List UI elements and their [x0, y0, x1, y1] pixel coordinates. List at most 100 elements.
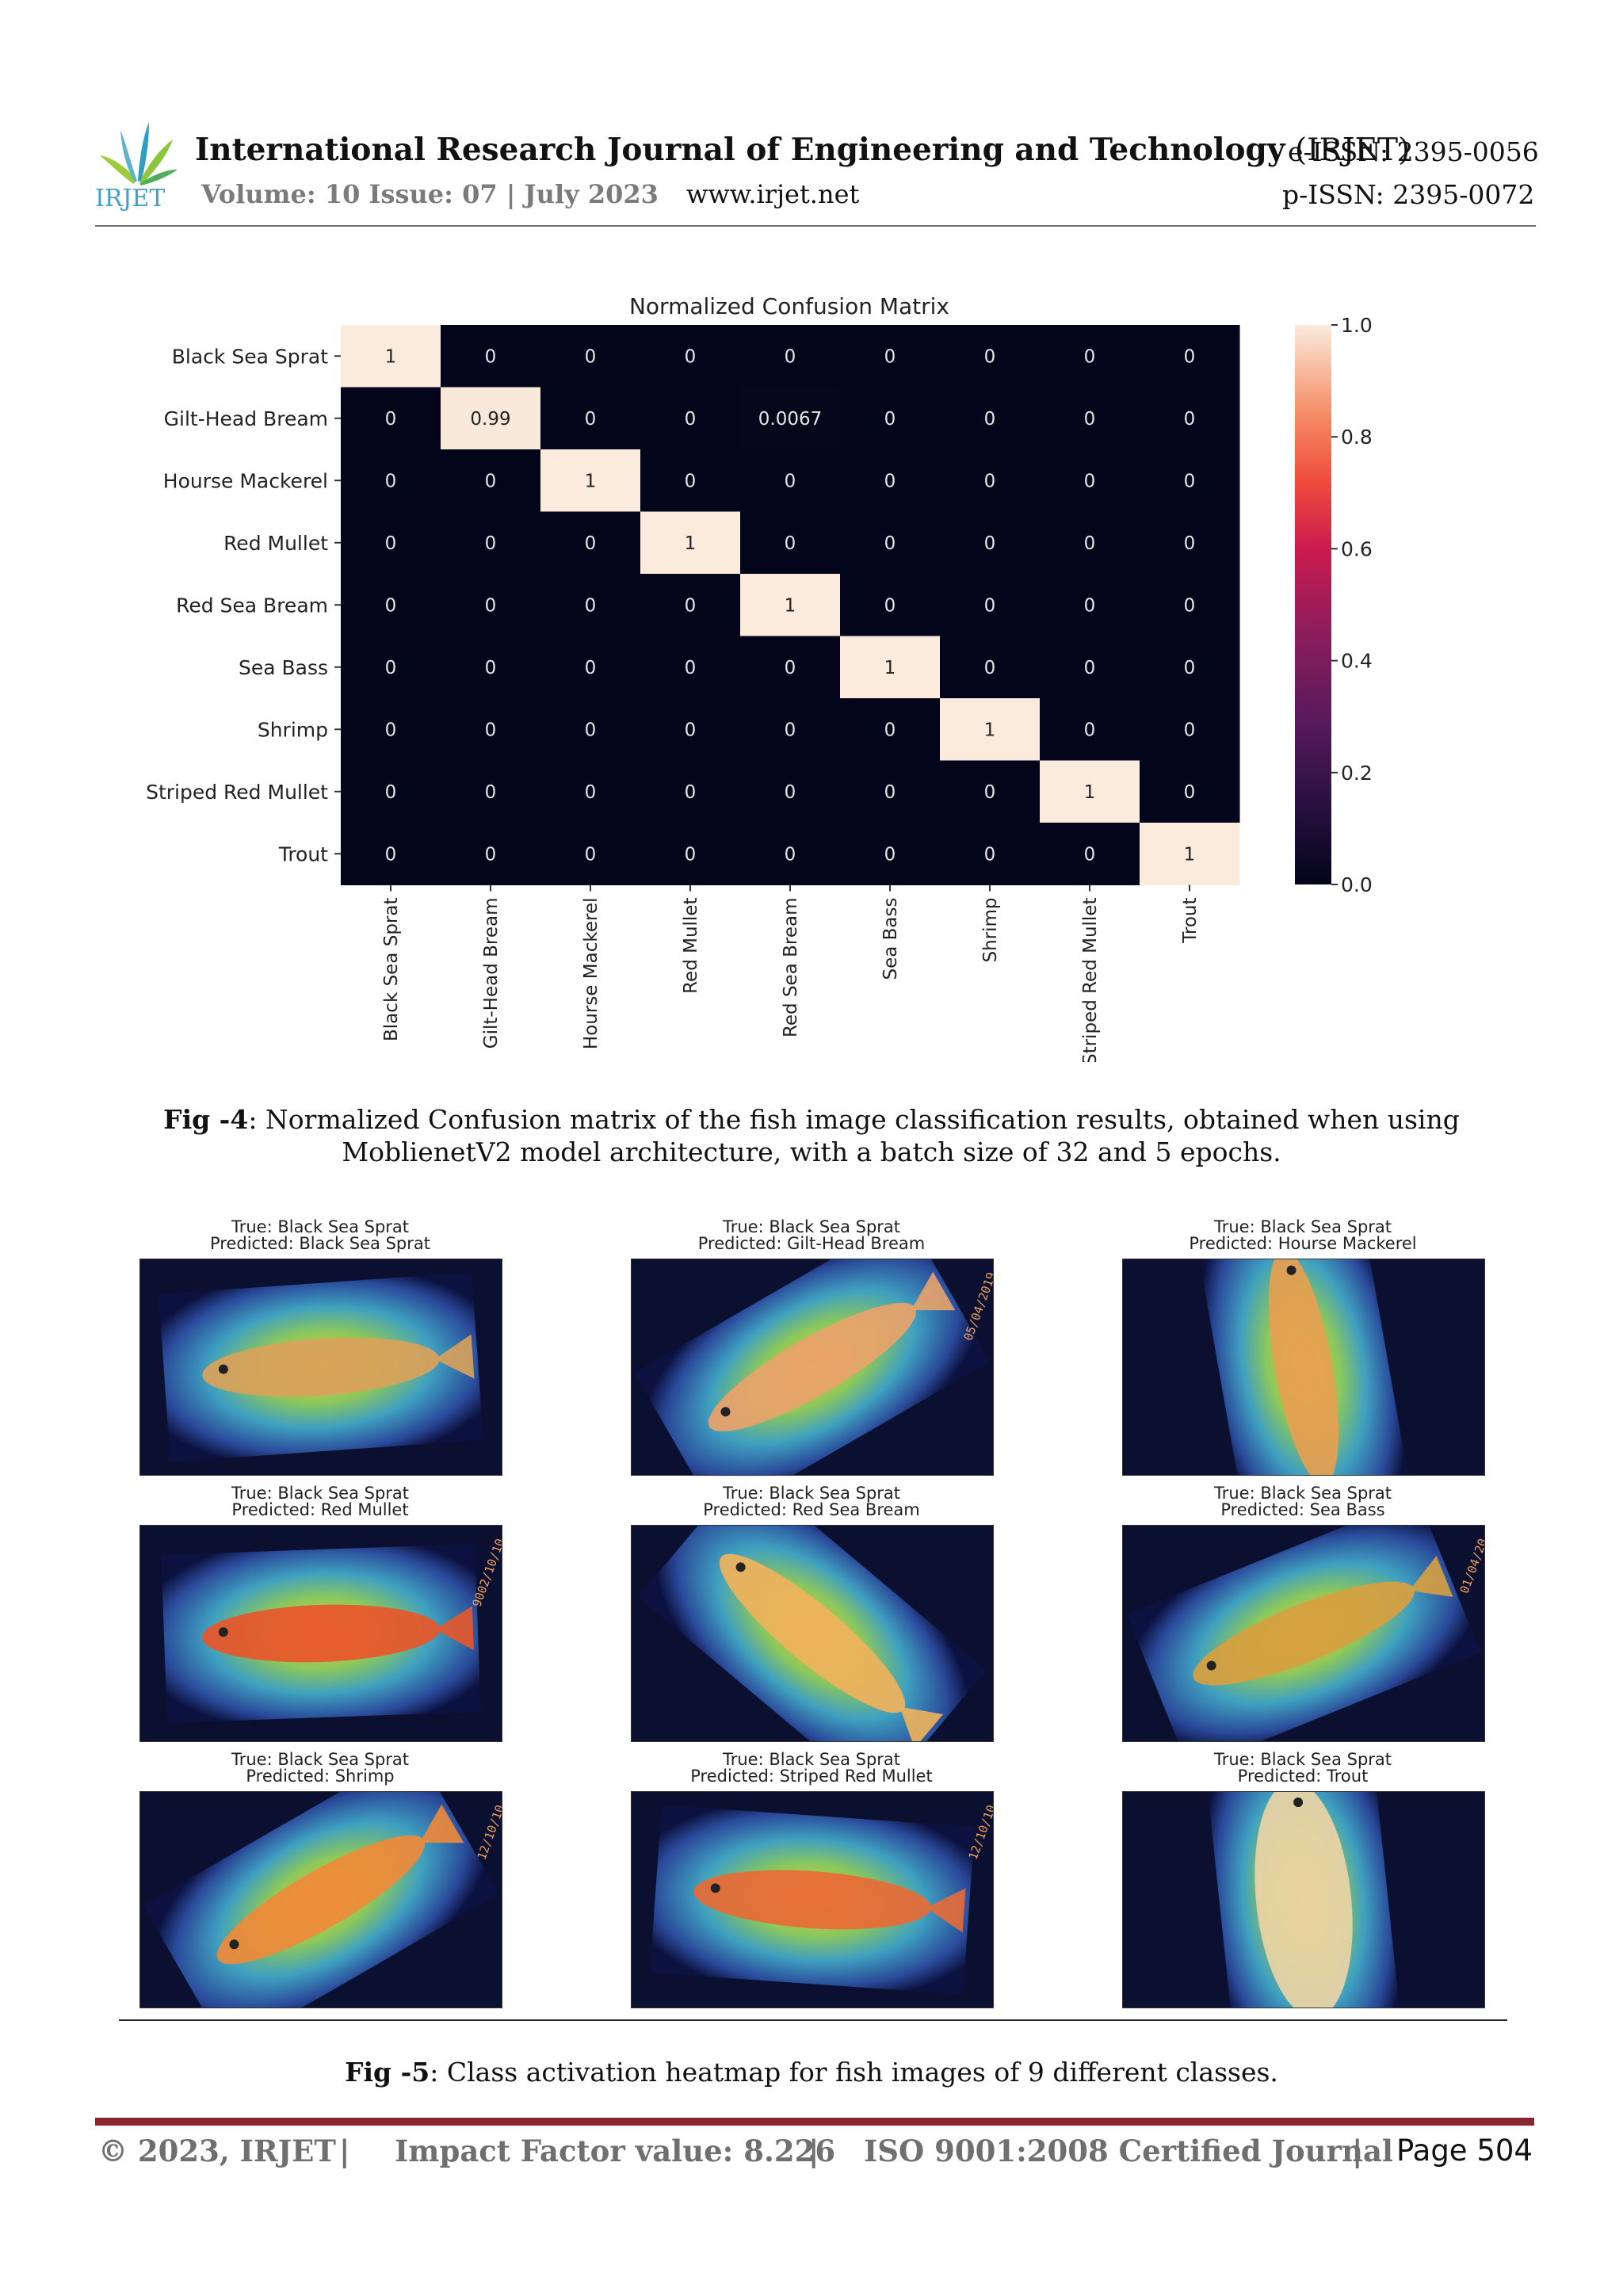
cell-value-label: 0: [385, 782, 397, 803]
page-footer: © 2023, IRJET | Impact Factor value: 8.2…: [98, 2134, 1533, 2173]
y-tick-label: Gilt-Head Bream: [164, 407, 328, 430]
matrix-cell: [441, 511, 541, 575]
matrix-cell: [940, 449, 1041, 512]
matrix-cell: [640, 449, 741, 512]
cell-value-label: 0: [1084, 720, 1096, 740]
cell-value-label: 1: [785, 595, 796, 616]
x-tick-label: Red Mullet: [681, 898, 701, 994]
matrix-cell: [840, 574, 941, 636]
footer-impact-factor: Impact Factor value: 8.226: [395, 2134, 836, 2168]
cell-value-label: 0: [785, 782, 796, 803]
matrix-cell: [341, 449, 441, 512]
matrix-cell: [640, 574, 741, 636]
cell-value-label: 0: [385, 720, 397, 740]
heatmap-image-frame: [1122, 1791, 1485, 2008]
matrix-cell: [840, 636, 941, 699]
figure-rule: [119, 2019, 1507, 2021]
matrix-cell: [441, 823, 541, 885]
cell-value-label: 0: [1184, 782, 1196, 803]
matrix-cell: [341, 823, 441, 885]
predicted-label: Predicted: Trout: [1237, 1767, 1369, 1786]
colorbar-tick-label: 0.0: [1341, 873, 1373, 896]
matrix-cell: [640, 387, 741, 450]
matrix-cell: [1040, 574, 1140, 636]
matrix-cell: [640, 760, 741, 823]
cell-value-label: 0: [1084, 844, 1096, 865]
page-label: Page: [1396, 2134, 1468, 2168]
matrix-cell: [640, 636, 741, 699]
colorbar: [1295, 325, 1331, 884]
matrix-cell: [940, 325, 1041, 388]
header-rule: [95, 225, 1536, 227]
matrix-cell: [1040, 325, 1140, 388]
footer-separator: |: [1352, 2134, 1363, 2168]
matrix-cell: [640, 823, 741, 885]
matrix-cell: [740, 387, 841, 450]
matrix-cell: [740, 574, 841, 636]
matrix-cell: [1140, 823, 1240, 885]
cell-value-label: 0: [1084, 346, 1096, 367]
heatmap-image-frame: 12/10/10: [631, 1791, 994, 2008]
cell-value-label: 0: [485, 720, 497, 740]
matrix-cell: [1140, 698, 1240, 761]
true-label: True: Black Sea Sprat: [722, 1750, 901, 1769]
matrix-cell: [640, 511, 741, 575]
cell-value-label: 0: [984, 595, 996, 616]
heatmap-panel: True: Black Sea Sprat Predicted: Shrimp 12…: [119, 1744, 610, 2013]
cell-value-label: 0: [385, 658, 397, 678]
matrix-cell: [540, 760, 641, 823]
heatmap-image-frame: [631, 1525, 994, 1742]
activation-heatmap-image: [140, 1526, 502, 1741]
x-tick-label: Red Sea Bream: [781, 898, 801, 1038]
cell-value-label: 1: [685, 533, 697, 554]
heatmap-image-frame: [1122, 1259, 1485, 1476]
matrix-cell: [341, 511, 441, 575]
cell-value-label: 0: [685, 471, 697, 491]
journal-website: www.irjet.net: [686, 179, 860, 209]
matrix-cell: [740, 449, 841, 512]
cell-value-label: 0: [585, 346, 597, 367]
page-number: 504: [1476, 2134, 1533, 2168]
matrix-cell: [740, 823, 841, 885]
cell-value-label: 0: [884, 346, 896, 367]
cell-value-label: 0: [585, 409, 597, 430]
confusion-matrix-figure: Normalized Confusion Matrix 1 0 0 0 0 0 0 0 0 0 0.…: [127, 269, 1395, 1065]
x-tick-label: Striped Red Mullet: [1080, 898, 1101, 1063]
cell-value-label: 0: [884, 409, 896, 430]
matrix-cell: [640, 698, 741, 761]
cell-value-label: 0: [884, 844, 896, 865]
cell-value-label: 0: [485, 844, 497, 865]
matrix-cell: [1140, 325, 1240, 388]
true-label: True: Black Sea Sprat: [231, 1217, 410, 1236]
heatmap-panel: True: Black Sea Sprat Predicted: Red Sea …: [610, 1477, 1102, 1747]
cell-value-label: 0: [1184, 471, 1196, 491]
cell-value-label: 0: [1084, 533, 1096, 554]
matrix-cell: [540, 574, 641, 636]
cell-value-label: 0: [785, 346, 796, 367]
matrix-cell: [840, 511, 941, 575]
heatmap-image-frame: 9002/10/10: [139, 1525, 502, 1742]
matrix-cell: [940, 574, 1041, 636]
cell-value-label: 0: [585, 658, 597, 678]
matrix-cell: [1140, 636, 1240, 699]
matrix-cell: [940, 511, 1041, 575]
matrix-cell: [540, 511, 641, 575]
heatmap-panel: True: Black Sea Sprat Predicted: Red Mull…: [119, 1477, 610, 1747]
y-tick-label: Shrimp: [258, 718, 328, 741]
matrix-cell: [840, 387, 941, 450]
cell-value-label: 0: [485, 595, 497, 616]
cell-value-label: 0: [984, 471, 996, 491]
matrix-cell: [940, 387, 1041, 450]
matrix-cell: [1140, 760, 1240, 823]
cell-value-label: 0: [884, 720, 896, 740]
activation-heatmap-image: [140, 1792, 502, 2008]
matrix-cell: [840, 325, 941, 388]
cell-value-label: 0: [1084, 658, 1096, 678]
heatmap-panel: True: Black Sea Sprat Predicted: Striped …: [610, 1744, 1102, 2013]
matrix-cell: [341, 636, 441, 699]
journal-abbr: (IRJET): [1294, 132, 1411, 168]
heatmap-panel: True: Black Sea Sprat Predicted: Sea Bass…: [1102, 1477, 1593, 1747]
cell-value-label: 0: [785, 844, 796, 865]
matrix-cell: [1140, 511, 1240, 575]
matrix-cell: [540, 449, 641, 512]
